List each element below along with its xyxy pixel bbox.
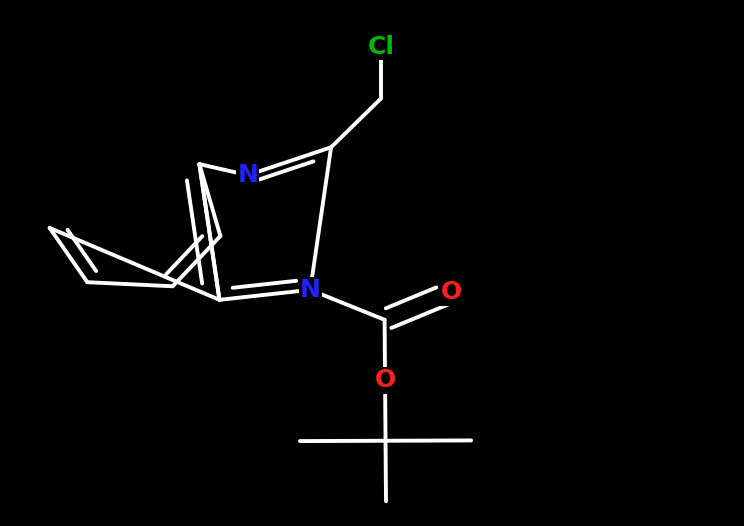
Text: N: N bbox=[237, 163, 258, 187]
Text: Cl: Cl bbox=[368, 35, 395, 59]
Text: N: N bbox=[300, 278, 321, 302]
Text: O: O bbox=[374, 368, 396, 392]
Text: O: O bbox=[440, 280, 462, 305]
